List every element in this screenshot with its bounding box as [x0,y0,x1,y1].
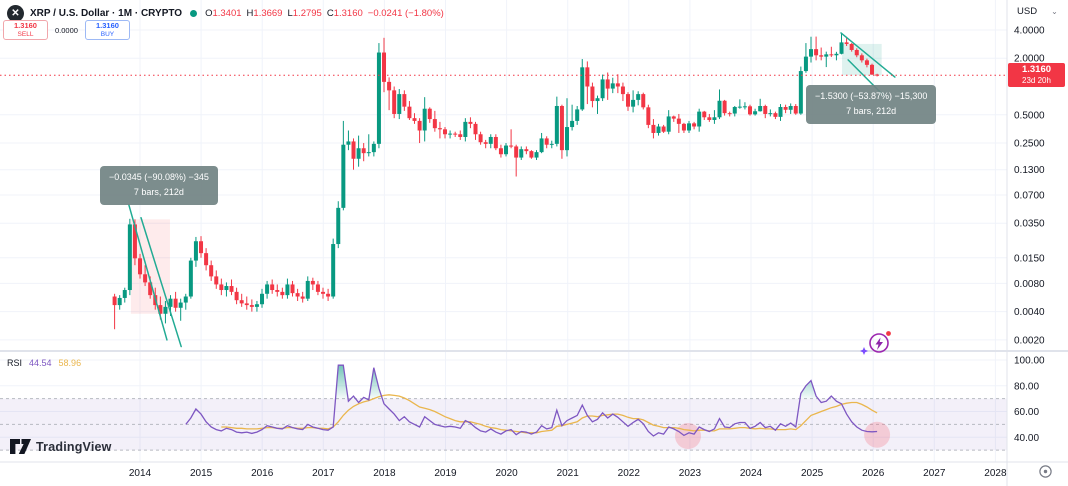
svg-text:2017: 2017 [312,468,335,479]
svg-text:2019: 2019 [434,468,457,479]
svg-text:2015: 2015 [190,468,213,479]
svg-text:4.0000: 4.0000 [1014,25,1045,36]
measure-left-line2: 7 bars, 212d [133,187,184,198]
svg-text:0.0350: 0.0350 [1014,219,1045,230]
measure-left-line1: −0.0345 (−90.08%) −345 [109,172,209,182]
svg-text:100.00: 100.00 [1014,356,1045,367]
rsi-legend[interactable]: RSI 44.54 58.96 [7,358,81,368]
svg-text:2.0000: 2.0000 [1014,54,1045,65]
svg-text:0.2500: 0.2500 [1014,139,1045,150]
symbol-title[interactable]: XRP / U.S. Dollar · 1M · CRYPTO [30,8,183,19]
svg-text:2018: 2018 [373,468,396,479]
candles [112,33,880,330]
svg-text:0.5000: 0.5000 [1014,110,1045,121]
chart-legend: ✕ XRP / U.S. Dollar · 1M · CRYPTO O1.340… [7,5,444,22]
measure-right-line2: 7 bars, 212d [846,106,897,117]
svg-text:2020: 2020 [495,468,518,479]
svg-text:2014: 2014 [129,468,152,479]
high-value: 1.3669 [253,8,283,19]
spread-value: 0.0000 [55,25,78,35]
watermark-text: TradingView [36,439,112,454]
svg-text:2026: 2026 [862,468,885,479]
last-price-label: 1.3160 23d 20h [1008,63,1065,88]
svg-text:0.1300: 0.1300 [1014,165,1045,176]
rsi-ma-value: 58.96 [58,358,82,368]
close-value: 1.3160 [333,8,363,19]
chevron-down-icon: ⌄ [1051,7,1058,16]
buy-button[interactable]: 1.3160 BUY [84,20,130,40]
measure-tooltip-left[interactable]: −0.0345 (−90.08%) −345 7 bars, 212d [100,166,218,205]
market-status-dot[interactable] [190,10,198,17]
svg-text:2022: 2022 [618,468,641,479]
change-value: −0.0241 (−1.80%) [367,8,444,19]
low-value: 1.2795 [292,8,322,19]
open-value: 1.3401 [212,8,242,19]
currency-selector[interactable]: USD ⌄ [1012,4,1063,19]
svg-text:2023: 2023 [679,468,702,479]
svg-text:2016: 2016 [251,468,274,479]
low-label: L [287,8,293,19]
tradingview-logo-icon [10,439,31,454]
measure-tooltip-right[interactable]: −1.5300 (−53.87%) −15,300 7 bars, 212d [806,85,937,124]
sell-price: 1.3160 [14,21,37,30]
close-label: C [326,8,334,19]
svg-text:2025: 2025 [801,468,824,479]
buy-price: 1.3160 [95,21,119,30]
currency-value: USD [1017,6,1038,17]
open-label: O [205,8,213,19]
lightning-icon[interactable] [858,328,896,363]
svg-text:2027: 2027 [923,468,946,479]
sell-label: SELL [17,30,34,38]
measure-right-line1: −1.5300 (−53.87%) −15,300 [815,91,928,101]
svg-text:60.00: 60.00 [1014,407,1039,418]
tradingview-watermark[interactable]: TradingView [10,438,112,455]
svg-text:80.00: 80.00 [1014,381,1039,392]
svg-text:40.00: 40.00 [1014,433,1039,444]
svg-text:0.0700: 0.0700 [1014,190,1045,201]
svg-text:2024: 2024 [740,468,763,479]
svg-text:0.0150: 0.0150 [1014,253,1045,264]
svg-text:2028: 2028 [984,468,1007,479]
trade-widget: 1.3160 SELL 0.0000 1.3160 BUY [3,20,130,40]
rsi-value: 44.54 [29,358,52,368]
rsi-label: RSI [7,358,23,368]
svg-text:0.0080: 0.0080 [1014,279,1045,290]
high-label: H [246,8,254,19]
sell-button[interactable]: 1.3160 SELL [3,20,48,40]
bar-countdown: 23d 20h [1022,75,1051,85]
svg-text:2021: 2021 [557,468,580,479]
ohlc-values: O1.3401 H1.3669 L1.2795 C1.3160 −0.0241 … [205,8,444,19]
xrp-logo-icon[interactable]: ✕ [7,5,24,22]
svg-text:0.0020: 0.0020 [1014,335,1045,346]
buy-label: BUY [100,30,115,38]
svg-text:0.0040: 0.0040 [1014,307,1045,318]
last-price-value: 1.3160 [1021,64,1052,75]
timezone-icon[interactable] [1038,464,1053,484]
